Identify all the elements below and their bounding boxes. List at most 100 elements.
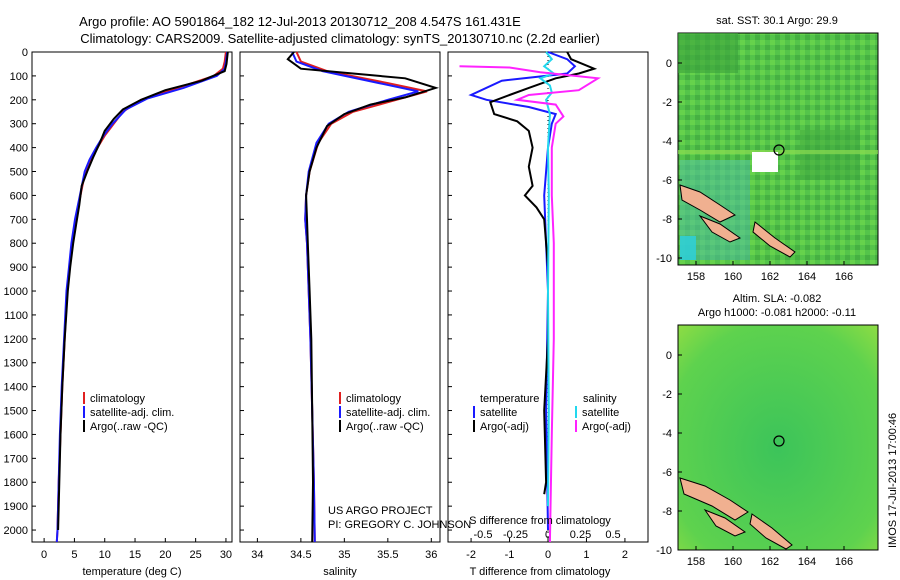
depth-tick-label: 800 (10, 238, 28, 250)
depth-tick-label: 1600 (4, 429, 28, 441)
pi-label: PI: GREGORY C. JOHNSON (328, 519, 471, 531)
depth-tick-label: 1700 (4, 453, 28, 465)
map-y-tick-label: -10 (656, 253, 672, 265)
depth-tick-label: 900 (10, 262, 28, 274)
series-line-argo (286, 51, 440, 543)
x-tick-label: 34.5 (290, 549, 311, 561)
x-tick-label: 10 (99, 549, 111, 561)
x-tick-label: 1 (583, 549, 589, 561)
legend-header-temperature: temperature (480, 393, 539, 405)
depth-tick-label: 500 (10, 167, 28, 179)
temperature-x-ticks: 0 5 10 15 20 25 30 (41, 538, 232, 561)
sla-island (749, 513, 793, 550)
salinity-xlabel: salinity (323, 566, 357, 578)
figure-title-line1: Argo profile: AO 5901864_182 12-Jul-2013… (79, 14, 521, 29)
temperature-panel (31, 51, 233, 543)
legend-label-s-argo: Argo(-adj) (582, 421, 631, 433)
x-tick-label: 34 (251, 549, 263, 561)
difference-xlabel-top: S difference from climatology (469, 515, 611, 527)
x-tick-label: 25 (190, 549, 202, 561)
map-x-tick-label: 160 (724, 556, 742, 568)
argo-float-marker (773, 144, 785, 156)
map-y-tick-label: 0 (666, 58, 672, 70)
map-x-tick-label: 162 (761, 556, 779, 568)
sst-map (677, 32, 879, 266)
legend-header-salinity: salinity (583, 393, 617, 405)
depth-tick-label: 0 (22, 47, 28, 59)
x-top-tick-label: -0.25 (503, 529, 528, 541)
figure-title-line2: Climatology: CARS2009. Satellite-adjuste… (80, 31, 600, 46)
argo-float-marker (773, 435, 785, 447)
difference-series (459, 51, 602, 543)
difference-legend: temperature salinity satellite Argo(-adj… (473, 393, 631, 433)
depth-tick-label: 1200 (4, 334, 28, 346)
sla-island (703, 508, 747, 537)
x-tick-label: 2 (622, 549, 628, 561)
depth-tick-label: 400 (10, 143, 28, 155)
x-tick-label: 0 (41, 549, 47, 561)
temperature-legend: climatology satellite-adj. clim. Argo(..… (83, 392, 174, 433)
sst-patch (800, 130, 860, 180)
map-y-tick-label: -2 (662, 97, 672, 109)
legend-label-argo: Argo(..raw -QC) (90, 421, 168, 433)
depth-tick-label: 2000 (4, 525, 28, 537)
series-line-s-argo (459, 65, 602, 543)
x-tick-label: -1 (505, 549, 515, 561)
x-tick-label: 35.5 (377, 549, 398, 561)
x-top-tick-label: 0.25 (570, 529, 591, 541)
x-tick-label: 20 (159, 549, 171, 561)
x-top-tick-label: -0.5 (474, 529, 493, 541)
map-y-tick-label: -4 (662, 136, 672, 148)
map-x-tick-label: 166 (835, 271, 853, 283)
depth-tick-label: 200 (10, 95, 28, 107)
temperature-series (55, 51, 229, 543)
depth-tick-label: 600 (10, 190, 28, 202)
map-y-tick-label: -4 (662, 428, 672, 440)
sla-field (677, 324, 879, 551)
legend-label-satellite: satellite-adj. clim. (90, 407, 174, 419)
legend-label-s-satellite: satellite (582, 407, 619, 419)
x-tick-label: 35 (338, 549, 350, 561)
sla-map-ticks: 158 160 162 164 166 0 -2 -4 -6 -8 -10 (656, 350, 853, 568)
salinity-series (286, 51, 440, 543)
map-y-tick-label: -8 (662, 214, 672, 226)
x-tick-label: 30 (220, 549, 232, 561)
depth-tick-label: 1000 (4, 286, 28, 298)
map-x-tick-label: 158 (687, 271, 705, 283)
map-y-tick-label: -6 (662, 467, 672, 479)
depth-axis: 0 100 200 300 400 500 600 700 800 900 1000 1100 1200… (4, 47, 452, 537)
sst-map-title: sat. SST: 30.1 Argo: 29.9 (716, 15, 838, 27)
salinity-panel (239, 51, 441, 543)
map-x-tick-label: 162 (761, 271, 779, 283)
legend-label-climatology: climatology (346, 393, 402, 405)
depth-tick-label: 1500 (4, 406, 28, 418)
legend-label-argo: Argo(..raw -QC) (346, 421, 424, 433)
depth-tick-label: 700 (10, 214, 28, 226)
sla-title-line2: Argo h1000: -0.081 h2000: -0.11 (698, 307, 856, 319)
x-tick-label: 0 (545, 549, 551, 561)
x-tick-label: 15 (129, 549, 141, 561)
x-tick-label: 36 (425, 549, 437, 561)
sst-missing (752, 152, 778, 172)
sst-island (752, 221, 796, 258)
x-tick-label: 5 (71, 549, 77, 561)
sst-island (698, 214, 742, 243)
salinity-x-ticks: 34 34.5 35 35.5 36 (251, 538, 437, 561)
legend-label-t-satellite: satellite (480, 407, 517, 419)
sst-cold-patch (680, 236, 696, 260)
sst-patch (678, 33, 738, 73)
sla-map (677, 324, 879, 551)
sst-island (679, 184, 737, 223)
project-label: US ARGO PROJECT (328, 505, 433, 517)
x-top-tick-label: 0 (545, 529, 551, 541)
legend-label-t-argo: Argo(-adj) (480, 421, 529, 433)
depth-tick-label: 1800 (4, 477, 28, 489)
map-y-tick-label: 0 (666, 350, 672, 362)
depth-tick-label: 300 (10, 119, 28, 131)
map-y-tick-label: -6 (662, 175, 672, 187)
map-y-tick-label: -2 (662, 389, 672, 401)
depth-tick-label: 1100 (4, 310, 28, 322)
x-top-tick-label: 0.5 (605, 529, 620, 541)
sla-island (679, 477, 749, 521)
